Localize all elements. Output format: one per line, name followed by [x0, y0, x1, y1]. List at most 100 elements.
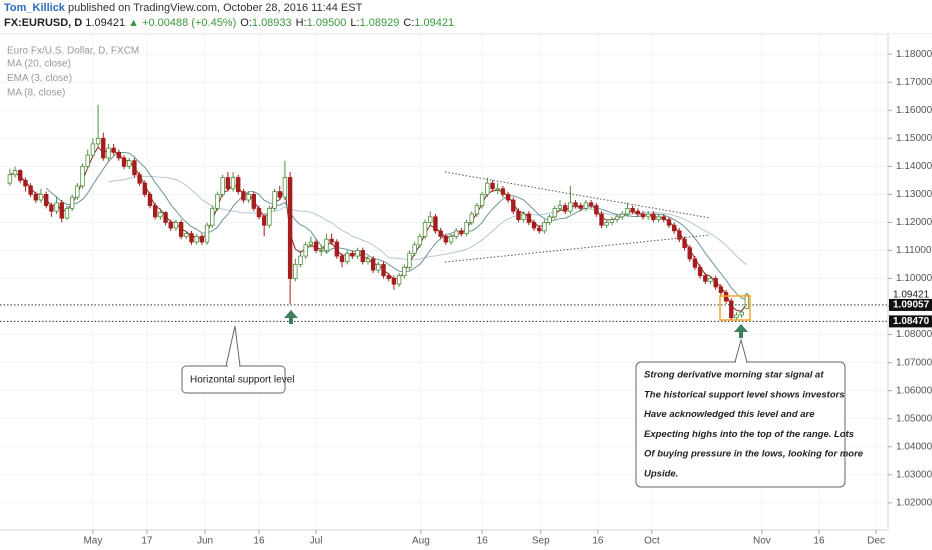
x-tick-label: 16 — [813, 536, 825, 547]
candle-body — [121, 157, 127, 167]
candle-body — [282, 177, 288, 198]
candle-body — [376, 264, 381, 271]
arrow — [284, 310, 298, 324]
candle-body — [453, 230, 459, 237]
candle-body — [656, 216, 661, 221]
y-tick-label: 1.12000 — [896, 217, 932, 228]
candle-body — [38, 193, 44, 201]
last-price-label: 1.09421 — [893, 289, 930, 300]
x-tick-label: Dec — [867, 536, 885, 547]
candle-body — [210, 207, 215, 226]
x-tick-label: Oct — [644, 536, 660, 547]
candle-body — [241, 191, 246, 201]
candle-body — [12, 170, 18, 176]
candle-body — [562, 205, 568, 212]
candle-body — [443, 236, 449, 243]
candle-body — [703, 275, 708, 282]
header-line-2: FX:EURUSD, D 1.09421 ▲ +0.00488 (+0.45%)… — [4, 17, 454, 29]
candle-body — [516, 210, 521, 221]
candle-body — [412, 244, 417, 254]
y-tick-label: 1.10000 — [896, 273, 932, 284]
candle-body — [345, 252, 350, 263]
callout-pointer — [225, 325, 241, 367]
candle-body — [329, 238, 334, 243]
callout-text: Horizontal support level — [190, 375, 295, 386]
candle-body — [178, 222, 184, 237]
candle-body — [495, 188, 500, 191]
candle-body — [49, 205, 54, 212]
candle-body — [692, 258, 698, 268]
candle-body — [293, 264, 298, 279]
candle-body — [485, 182, 490, 195]
candle-body — [272, 191, 277, 209]
candle-body — [671, 224, 677, 232]
x-tick-label: Nov — [753, 536, 771, 547]
candle-body — [339, 255, 345, 263]
candle-body — [729, 300, 734, 319]
y-tick-label: 1.14000 — [896, 161, 932, 172]
callout-gap — [736, 360, 746, 364]
candle-body — [542, 222, 547, 232]
candle-body — [500, 188, 506, 195]
candle-body — [365, 258, 371, 263]
candle-body — [59, 202, 64, 219]
note-line: Have acknowledged this level and are — [644, 409, 815, 420]
level-label: 1.08470 — [893, 316, 930, 327]
quote-label: L: — [350, 17, 359, 29]
arrow — [734, 324, 748, 338]
author[interactable]: Tom_Killick — [4, 2, 66, 14]
candle-body — [163, 212, 168, 223]
note-line: Strong derivative morning star signal at — [644, 370, 824, 381]
candle-body — [18, 170, 23, 181]
grid — [0, 34, 888, 530]
candle-body — [360, 250, 365, 263]
candle-body — [490, 182, 495, 190]
legend-entry: MA (8, close) — [7, 88, 65, 99]
candle-body — [54, 202, 59, 212]
candle-body — [744, 294, 750, 309]
candle-body — [251, 193, 256, 209]
candle-body — [391, 278, 397, 285]
quote-value: 1.09500 — [307, 17, 347, 29]
candle-body — [381, 264, 386, 277]
quote-value: 1.08929 — [360, 17, 400, 29]
candle-body — [85, 154, 90, 167]
symbol: FX:EURUSD, D — [4, 17, 82, 29]
candle-body — [666, 219, 672, 226]
candle-body — [95, 137, 101, 145]
y-tick-label: 1.08000 — [896, 329, 932, 340]
candle-body — [261, 216, 267, 226]
candle-body — [28, 185, 33, 195]
candle-body — [417, 236, 423, 246]
candle-body — [511, 199, 516, 212]
candle-body — [614, 216, 620, 221]
candle-body — [308, 241, 314, 246]
y-tick-label: 1.02000 — [896, 497, 932, 508]
candle-body — [588, 202, 594, 206]
note-line: The historical support level shows inves… — [644, 389, 845, 400]
candle-body — [594, 205, 599, 215]
candle-body — [682, 238, 687, 249]
y-tick-label: 1.16000 — [896, 105, 932, 116]
study-line — [45, 151, 747, 301]
candle-body — [132, 160, 137, 176]
y-tick-label: 1.06000 — [896, 385, 932, 396]
y-tick-label: 1.18000 — [896, 49, 932, 60]
legend-title: Euro Fx/U.S. Dollar, D, FXCM — [7, 46, 139, 57]
candle-body — [43, 193, 49, 206]
change: ▲ +0.00488 (+0.45%) — [128, 17, 236, 29]
candle-body — [531, 222, 537, 229]
candle-body — [428, 216, 433, 223]
candle-body — [578, 205, 583, 209]
price-axis — [888, 34, 932, 530]
candle-body — [713, 278, 718, 288]
candle-body — [204, 224, 210, 243]
candle-body — [184, 233, 189, 237]
y-tick-label: 1.04000 — [896, 441, 932, 452]
candle-body — [350, 252, 355, 257]
candle-body — [687, 247, 692, 260]
candle-body — [142, 182, 147, 195]
candle-body — [80, 165, 85, 187]
candle-body — [90, 143, 96, 156]
candle-body — [604, 222, 609, 226]
